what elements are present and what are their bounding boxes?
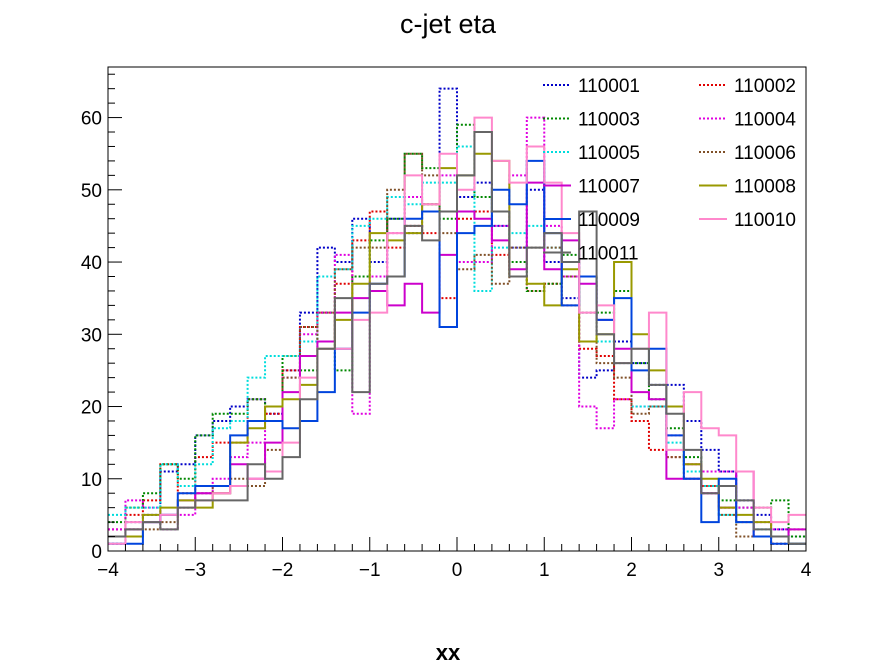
- y-tick-label: 30: [81, 325, 102, 346]
- series-line-110004: [108, 116, 806, 545]
- legend-label-110001: 110001: [578, 76, 640, 97]
- y-tick-label: 20: [81, 398, 102, 419]
- legend-label-110010: 110010: [734, 210, 796, 231]
- legend-label-110011: 110011: [578, 244, 639, 265]
- x-tick-label: 2: [626, 560, 637, 581]
- y-tick-label: 60: [81, 109, 102, 130]
- chart-title: c-jet eta: [400, 9, 497, 39]
- legend-label-110005: 110005: [578, 143, 640, 164]
- series-line-110010: [108, 116, 806, 545]
- x-tick-label: −4: [97, 560, 119, 581]
- series-line-110009: [108, 159, 806, 545]
- x-tick-label: −2: [272, 560, 294, 581]
- legend-label-110003: 110003: [578, 110, 640, 131]
- x-tick-label: 1: [539, 560, 550, 581]
- legend-label-110006: 110006: [734, 143, 796, 164]
- x-tick-label: −1: [359, 560, 381, 581]
- legend-label-110008: 110008: [734, 177, 796, 198]
- series-line-110011: [108, 131, 806, 545]
- series-line-110005: [108, 145, 806, 545]
- series-layer: [108, 87, 806, 545]
- x-axis-label: xx: [436, 640, 461, 665]
- legend-label-110002: 110002: [734, 76, 796, 97]
- y-tick-label: 40: [81, 253, 102, 274]
- x-tick-label: 3: [713, 560, 724, 581]
- x-tick-label: 0: [452, 560, 463, 581]
- legend-label-110004: 110004: [734, 110, 796, 131]
- y-tick-label: 0: [91, 542, 102, 563]
- legend-label-110007: 110007: [578, 177, 640, 198]
- y-tick-label: 10: [81, 470, 102, 491]
- legend: 110001 110002 110003 110004 110005 110006 1100…: [543, 76, 796, 265]
- x-tick-label: −3: [184, 560, 206, 581]
- x-tick-label: 4: [801, 560, 812, 581]
- y-tick-label: 50: [81, 181, 102, 202]
- legend-label-110009: 110009: [578, 210, 640, 231]
